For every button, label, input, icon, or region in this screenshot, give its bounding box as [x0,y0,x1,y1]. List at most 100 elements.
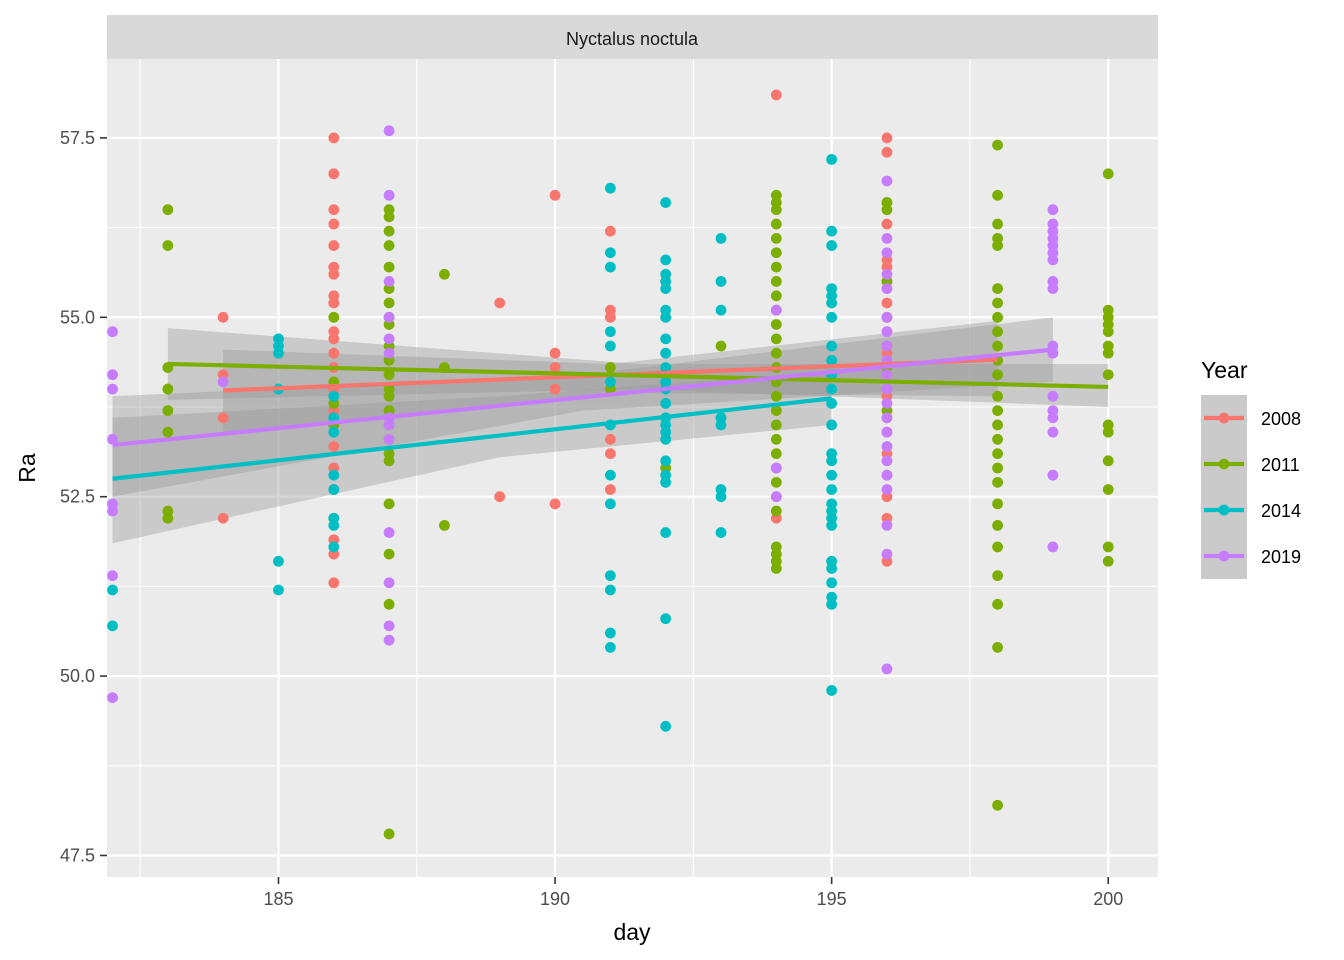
data-point-2011 [770,333,782,345]
data-point-2011 [715,340,727,352]
data-point-2008 [881,297,893,309]
data-point-2019 [881,268,893,280]
data-point-2011 [992,369,1003,381]
y-axis-title: Ra [14,453,40,483]
data-point-2008 [549,383,561,395]
data-point-2011 [770,232,782,244]
data-point-2011 [770,433,782,445]
data-point-2008 [217,311,229,323]
data-point-2019 [383,527,395,538]
data-point-2014 [660,527,672,538]
legend-key-point-2014 [1218,504,1230,516]
data-point-2014 [826,455,838,467]
data-points [107,89,1114,840]
data-point-2019 [1047,469,1059,481]
data-point-2011 [992,419,1003,431]
data-point-2011 [383,225,395,237]
data-point-2011 [992,283,1003,295]
data-point-2011 [992,340,1003,352]
data-point-2019 [1047,426,1059,438]
data-point-2011 [992,520,1003,531]
data-point-2008 [328,132,340,144]
data-point-2019 [383,634,395,646]
data-point-2011 [1102,369,1114,381]
data-point-2011 [770,448,782,460]
y-tick-label: 47.5 [60,845,95,865]
data-point-2014 [826,297,838,309]
data-point-2014 [826,598,838,610]
data-point-2019 [881,283,893,295]
facet-title: Nyctalus noctula [566,29,699,49]
data-point-2019 [881,383,893,395]
legend-key-point-2011 [1218,458,1230,470]
data-point-2019 [107,326,118,338]
data-point-2011 [992,462,1003,474]
data-point-2011 [992,189,1003,201]
legend-key-point-2008 [1218,412,1230,424]
data-point-2011 [1102,426,1114,438]
data-point-2014 [660,197,672,208]
data-point-2014 [328,520,340,531]
data-point-2019 [1047,390,1059,402]
data-point-2011 [770,261,782,273]
data-point-2011 [383,390,395,402]
data-point-2011 [770,390,782,402]
data-point-2011 [992,405,1003,416]
data-point-2011 [383,261,395,273]
data-point-2014 [273,347,284,359]
data-point-2014 [660,347,672,359]
trend-line-2014 [112,396,832,481]
data-point-2011 [1102,555,1114,567]
data-point-2014 [715,527,727,538]
data-point-2008 [881,146,893,158]
data-point-2014 [826,685,838,696]
data-point-2008 [604,225,616,237]
trend-line-2011 [167,361,1109,390]
data-point-2014 [826,520,838,531]
data-point-2014 [660,398,672,409]
data-point-2014 [826,563,838,574]
data-point-2011 [770,204,782,216]
data-point-2011 [770,405,782,416]
y-tick-label: 57.5 [60,128,95,148]
data-point-2014 [328,484,340,495]
data-point-2014 [826,311,838,323]
data-point-2011 [439,520,450,531]
legend-label-2019: 2019 [1261,547,1301,567]
y-axis: 47.5 50.0 52.5 55.0 57.5 [60,128,107,865]
data-point-2014 [715,276,727,287]
data-point-2019 [881,175,893,187]
data-point-2014 [826,354,838,366]
data-point-2014 [826,225,838,237]
data-point-2008 [328,168,340,180]
data-point-2014 [273,555,284,567]
data-point-2019 [881,426,893,438]
data-point-2014 [604,247,616,259]
data-point-2014 [826,469,838,481]
data-point-2011 [383,828,395,840]
legend-label-2008: 2008 [1261,409,1301,429]
data-point-2008 [881,218,893,230]
data-point-2008 [604,484,616,495]
trend-lines [112,347,1109,481]
data-point-2011 [992,498,1003,510]
data-point-2011 [162,383,174,395]
minor-gridlines [107,59,1158,877]
data-point-2011 [383,240,395,251]
data-point-2011 [992,598,1003,610]
data-point-2008 [328,347,340,359]
data-point-2011 [992,641,1003,653]
data-point-2008 [549,362,561,373]
data-point-2008 [494,297,506,309]
data-point-2011 [992,311,1003,323]
data-point-2014 [604,469,616,481]
data-point-2008 [604,433,616,445]
data-point-2011 [383,211,395,223]
data-point-2014 [604,570,616,582]
data-point-2019 [881,520,893,531]
data-point-2008 [328,297,340,309]
data-point-2008 [604,448,616,460]
data-point-2014 [604,326,616,338]
data-point-2011 [162,426,174,438]
